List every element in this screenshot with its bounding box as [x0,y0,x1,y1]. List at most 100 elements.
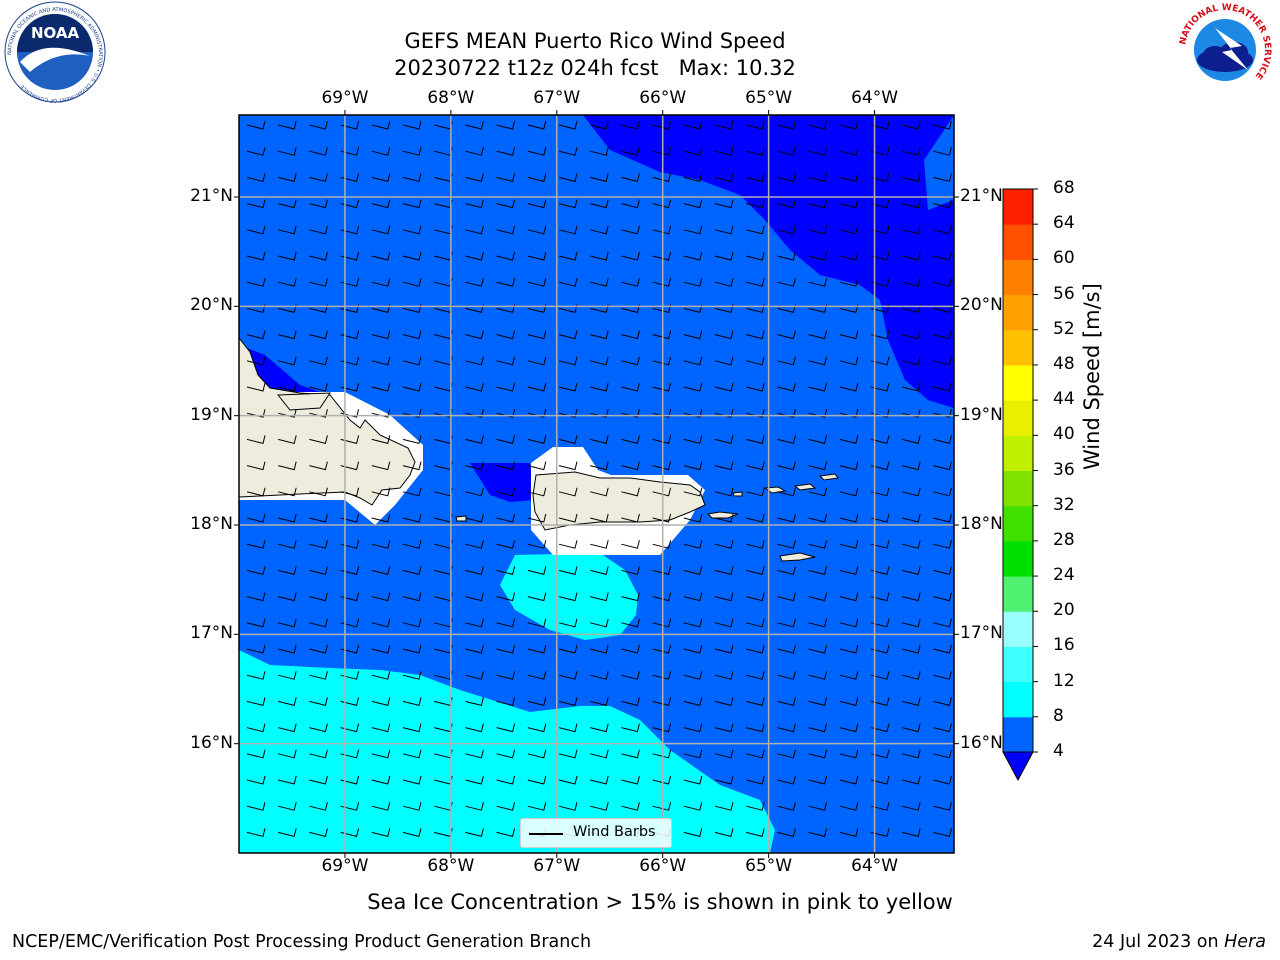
wind-barb [933,330,952,340]
wind-barb [371,278,391,287]
wind-barb [777,775,796,785]
wind-barb [652,618,672,628]
wind-barb [527,435,547,445]
wind-barb [246,461,266,471]
wind-barb [309,435,328,445]
wind-barb [371,749,391,759]
wind-barb [902,356,921,366]
wind-barb [558,251,578,261]
wind-barb [870,173,890,183]
coordinate-label: 17°N [960,623,1003,644]
wind-barb [309,487,328,497]
st-thomas-island [763,486,787,494]
wind-barb [340,147,360,156]
wind-barb [465,540,484,549]
wind-barb [839,382,859,392]
wind-barb [558,487,578,497]
colorbar-level-label: 28 [1053,529,1075,550]
colorbar-level-label: 12 [1053,670,1075,691]
wind-barb [496,382,516,392]
wind-barb [808,278,828,287]
wind-barb [527,487,547,497]
wind-barb [714,644,734,654]
wind-barb [839,199,859,209]
wind-barb [309,802,328,811]
wind-barb [590,487,609,497]
wind-barb [839,802,859,811]
wind-barb [714,356,734,366]
wind-barb [465,120,484,130]
wind-barb [278,540,297,549]
wind-barb [652,592,672,602]
wind-barb [246,513,266,523]
wind-barb [371,330,391,340]
coordinate-label: 19°N [190,404,233,425]
wind-barb [746,828,765,838]
wind-barb [558,382,578,392]
wind-barb [590,120,609,130]
wind-barb [278,278,297,287]
wind-barb [496,513,516,523]
wind-barb [465,330,484,340]
wind-barb [402,540,422,549]
wind-barb [683,487,703,497]
wind-barb [839,330,859,340]
wind-barb [652,644,672,654]
wind-barb [278,147,297,156]
wind-barb [714,618,734,628]
wind-barb [371,435,391,445]
wind-barb [839,409,859,418]
colorbar-level-label: 8 [1053,705,1064,726]
wind-barb [902,435,921,445]
wind-barb [527,147,547,156]
wind-barb [527,461,547,471]
wind-barb [558,671,578,680]
wind-barb [652,775,672,785]
wind-barb [652,251,672,261]
legend-label: Wind Barbs [573,824,656,840]
wind-barb [683,330,703,340]
wind-barb [808,802,828,811]
wind-barb [496,775,516,785]
wind-barb [590,251,609,261]
wind-barb [902,592,921,602]
wind-barb [839,697,859,707]
wind-barb [558,120,578,130]
wind-barb [527,278,547,287]
wind-barb [590,618,609,628]
wind-barb [340,461,360,471]
wind-barb [558,644,578,654]
wind-barb [870,278,890,287]
coordinate-label: 16°N [190,732,233,753]
wind-barb [870,382,890,392]
wind-barb [714,435,734,445]
wind-barb [808,356,828,366]
wind-barb [870,487,890,497]
wind-barb [714,120,734,130]
wind-barb [777,409,796,418]
wind-barb [496,461,516,471]
wind-barb [870,749,890,759]
wind-barb [714,566,734,576]
wind-barb [278,644,297,654]
wind-barb [465,592,484,602]
colorbar-level-label: 52 [1053,318,1075,339]
wind-barb [340,540,360,549]
wind-barb [246,435,266,445]
wind-barb [870,540,890,549]
wind-barb [496,225,516,235]
wind-barb [590,540,609,549]
wind-barb [590,356,609,366]
map-frame [238,114,955,854]
wind-barb [590,592,609,602]
wind-barb [246,566,266,576]
wind-barb [402,278,422,287]
wind-barb [870,356,890,366]
wind-barb [621,487,640,497]
wind-barb [777,592,796,602]
wind-barb [683,749,703,759]
virgin-gorda-island [818,473,839,481]
wind-barb [621,592,640,602]
wind-barb [309,618,328,628]
wind-barb [808,775,828,785]
